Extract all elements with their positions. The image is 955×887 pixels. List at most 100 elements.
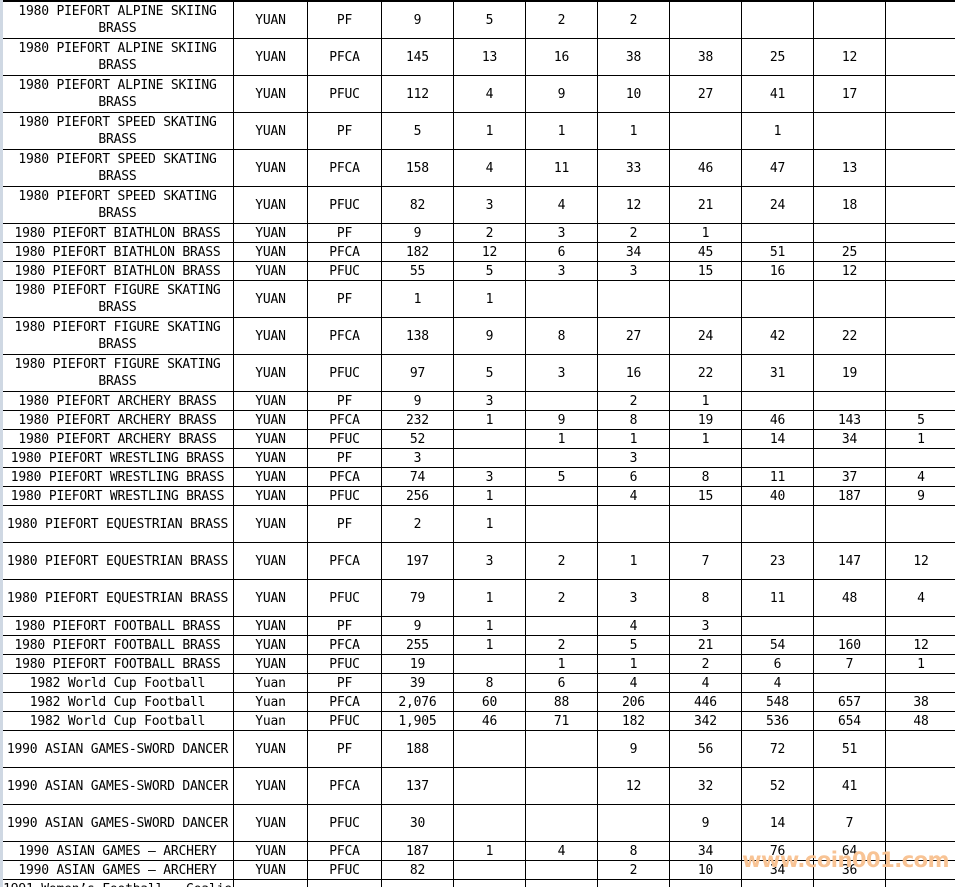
cell-c7 [885, 841, 955, 861]
cell-c5: 54 [741, 635, 814, 655]
cell-c5: 46 [741, 410, 814, 430]
cell-c2: 2 [525, 1, 598, 39]
cell-c6: 64 [813, 841, 886, 861]
cell-c5 [741, 505, 814, 543]
cell-c3: 1 [597, 542, 670, 580]
table-row: 1980 PIEFORT WRESTLING BRASS YUAN PFCA 74 3 5… [1, 467, 955, 487]
cell-c5: 4 [741, 673, 814, 693]
cell-coin-name: 1980 PIEFORT ALPINE SKIING BRASS [1, 75, 234, 113]
cell-c6: 22 [813, 317, 886, 355]
cell-c4: 9 [669, 804, 742, 842]
cell-grade: PFUC [307, 186, 382, 224]
cell-total: 3 [381, 448, 454, 468]
cell-c4: 22 [669, 354, 742, 392]
cell-c3: 5 [597, 635, 670, 655]
cell-coin-name: 1980 PIEFORT FOOTBALL BRASS [1, 635, 234, 655]
cell-c2 [525, 616, 598, 636]
cell-c4: 342 [669, 711, 742, 731]
cell-coin-name: 1980 PIEFORT FOOTBALL BRASS [1, 654, 234, 674]
table-row: 1980 PIEFORT SPEED SKATING BRASS YUAN PFCA… [1, 149, 955, 187]
cell-total: 2,076 [381, 692, 454, 712]
cell-c1: 1 [453, 280, 526, 318]
cell-total: 187 [381, 841, 454, 861]
cell-c4: 8 [669, 467, 742, 487]
cell-c1 [453, 804, 526, 842]
cell-c6 [813, 616, 886, 636]
cell-c2: 1 [525, 429, 598, 449]
cell-denomination: Yuan [233, 879, 308, 887]
cell-total: 82 [381, 860, 454, 880]
cell-c7 [885, 112, 955, 150]
cell-grade: PFUC [307, 354, 382, 392]
cell-coin-name: 1980 PIEFORT WRESTLING BRASS [1, 486, 234, 506]
cell-denomination: YUAN [233, 505, 308, 543]
cell-c7 [885, 673, 955, 693]
cell-grade: PFCA [307, 841, 382, 861]
cell-c7 [885, 860, 955, 880]
cell-c2: 8 [525, 317, 598, 355]
cell-denomination: YUAN [233, 616, 308, 636]
cell-c4: 32 [669, 767, 742, 805]
cell-coin-name: 1980 PIEFORT FIGURE SKATING BRASS [1, 317, 234, 355]
cell-c5 [741, 448, 814, 468]
cell-c7 [885, 38, 955, 76]
cell-c3 [597, 505, 670, 543]
cell-c4: 15 [669, 486, 742, 506]
cell-c3: 6 [597, 467, 670, 487]
table-row: 1980 PIEFORT WRESTLING BRASS YUAN PF 3 3 [1, 448, 955, 468]
cell-grade: PFCA [307, 317, 382, 355]
cell-total: 137 [381, 767, 454, 805]
cell-c3: 16 [597, 354, 670, 392]
cell-denomination: YUAN [233, 1, 308, 39]
cell-c1: 12 [453, 242, 526, 262]
cell-coin-name: 1980 PIEFORT FOOTBALL BRASS [1, 616, 234, 636]
cell-coin-name: 1990 ASIAN GAMES – ARCHERY [1, 860, 234, 880]
cell-c3: 12 [597, 767, 670, 805]
cell-c4: 19 [669, 410, 742, 430]
cell-coin-name: 1990 ASIAN GAMES-SWORD DANCER [1, 767, 234, 805]
cell-coin-name: 1980 PIEFORT BIATHLON BRASS [1, 261, 234, 281]
cell-total: 232 [381, 410, 454, 430]
cell-denomination: YUAN [233, 448, 308, 468]
cell-coin-name: 1980 PIEFORT BIATHLON BRASS [1, 223, 234, 243]
cell-c4: 1 [669, 223, 742, 243]
cell-c2 [525, 730, 598, 768]
cell-grade: PFUC [307, 429, 382, 449]
cell-c1: 3 [453, 186, 526, 224]
cell-c2: 6 [525, 673, 598, 693]
cell-c2 [525, 391, 598, 411]
cell-c3: 3 [597, 448, 670, 468]
cell-c1: 3 [453, 542, 526, 580]
table-row: 1980 PIEFORT WRESTLING BRASS YUAN PFUC 256 1… [1, 486, 955, 506]
cell-c7 [885, 616, 955, 636]
cell-c6: 147 [813, 542, 886, 580]
cell-c4: 56 [669, 730, 742, 768]
cell-c7 [885, 149, 955, 187]
cell-c6: 51 [813, 730, 886, 768]
cell-c2: 5 [525, 467, 598, 487]
cell-grade: PFUC [307, 261, 382, 281]
cell-grade: PFCA [307, 635, 382, 655]
cell-coin-name: 1990 ASIAN GAMES-SWORD DANCER [1, 804, 234, 842]
cell-c3: 1 [597, 429, 670, 449]
cell-c3: 12 [597, 186, 670, 224]
cell-c7 [885, 317, 955, 355]
cell-c2: 2 [525, 579, 598, 617]
cell-c5: 25 [741, 38, 814, 76]
cell-c1: 13 [453, 38, 526, 76]
cell-denomination: YUAN [233, 579, 308, 617]
cell-c2 [525, 879, 598, 887]
cell-c5 [741, 280, 814, 318]
cell-c5: 52 [741, 767, 814, 805]
cell-total: 5 [381, 112, 454, 150]
cell-total: 39 [381, 673, 454, 693]
cell-c5 [741, 223, 814, 243]
table-row: 1980 PIEFORT FOOTBALL BRASS YUAN PF 9 1 4 3 [1, 616, 955, 636]
cell-c2: 16 [525, 38, 598, 76]
cell-c2 [525, 486, 598, 506]
cell-c6: 25 [813, 242, 886, 262]
cell-c2: 3 [525, 261, 598, 281]
cell-coin-name: 1990 ASIAN GAMES – ARCHERY [1, 841, 234, 861]
cell-c3: 38 [597, 38, 670, 76]
cell-c4 [669, 280, 742, 318]
